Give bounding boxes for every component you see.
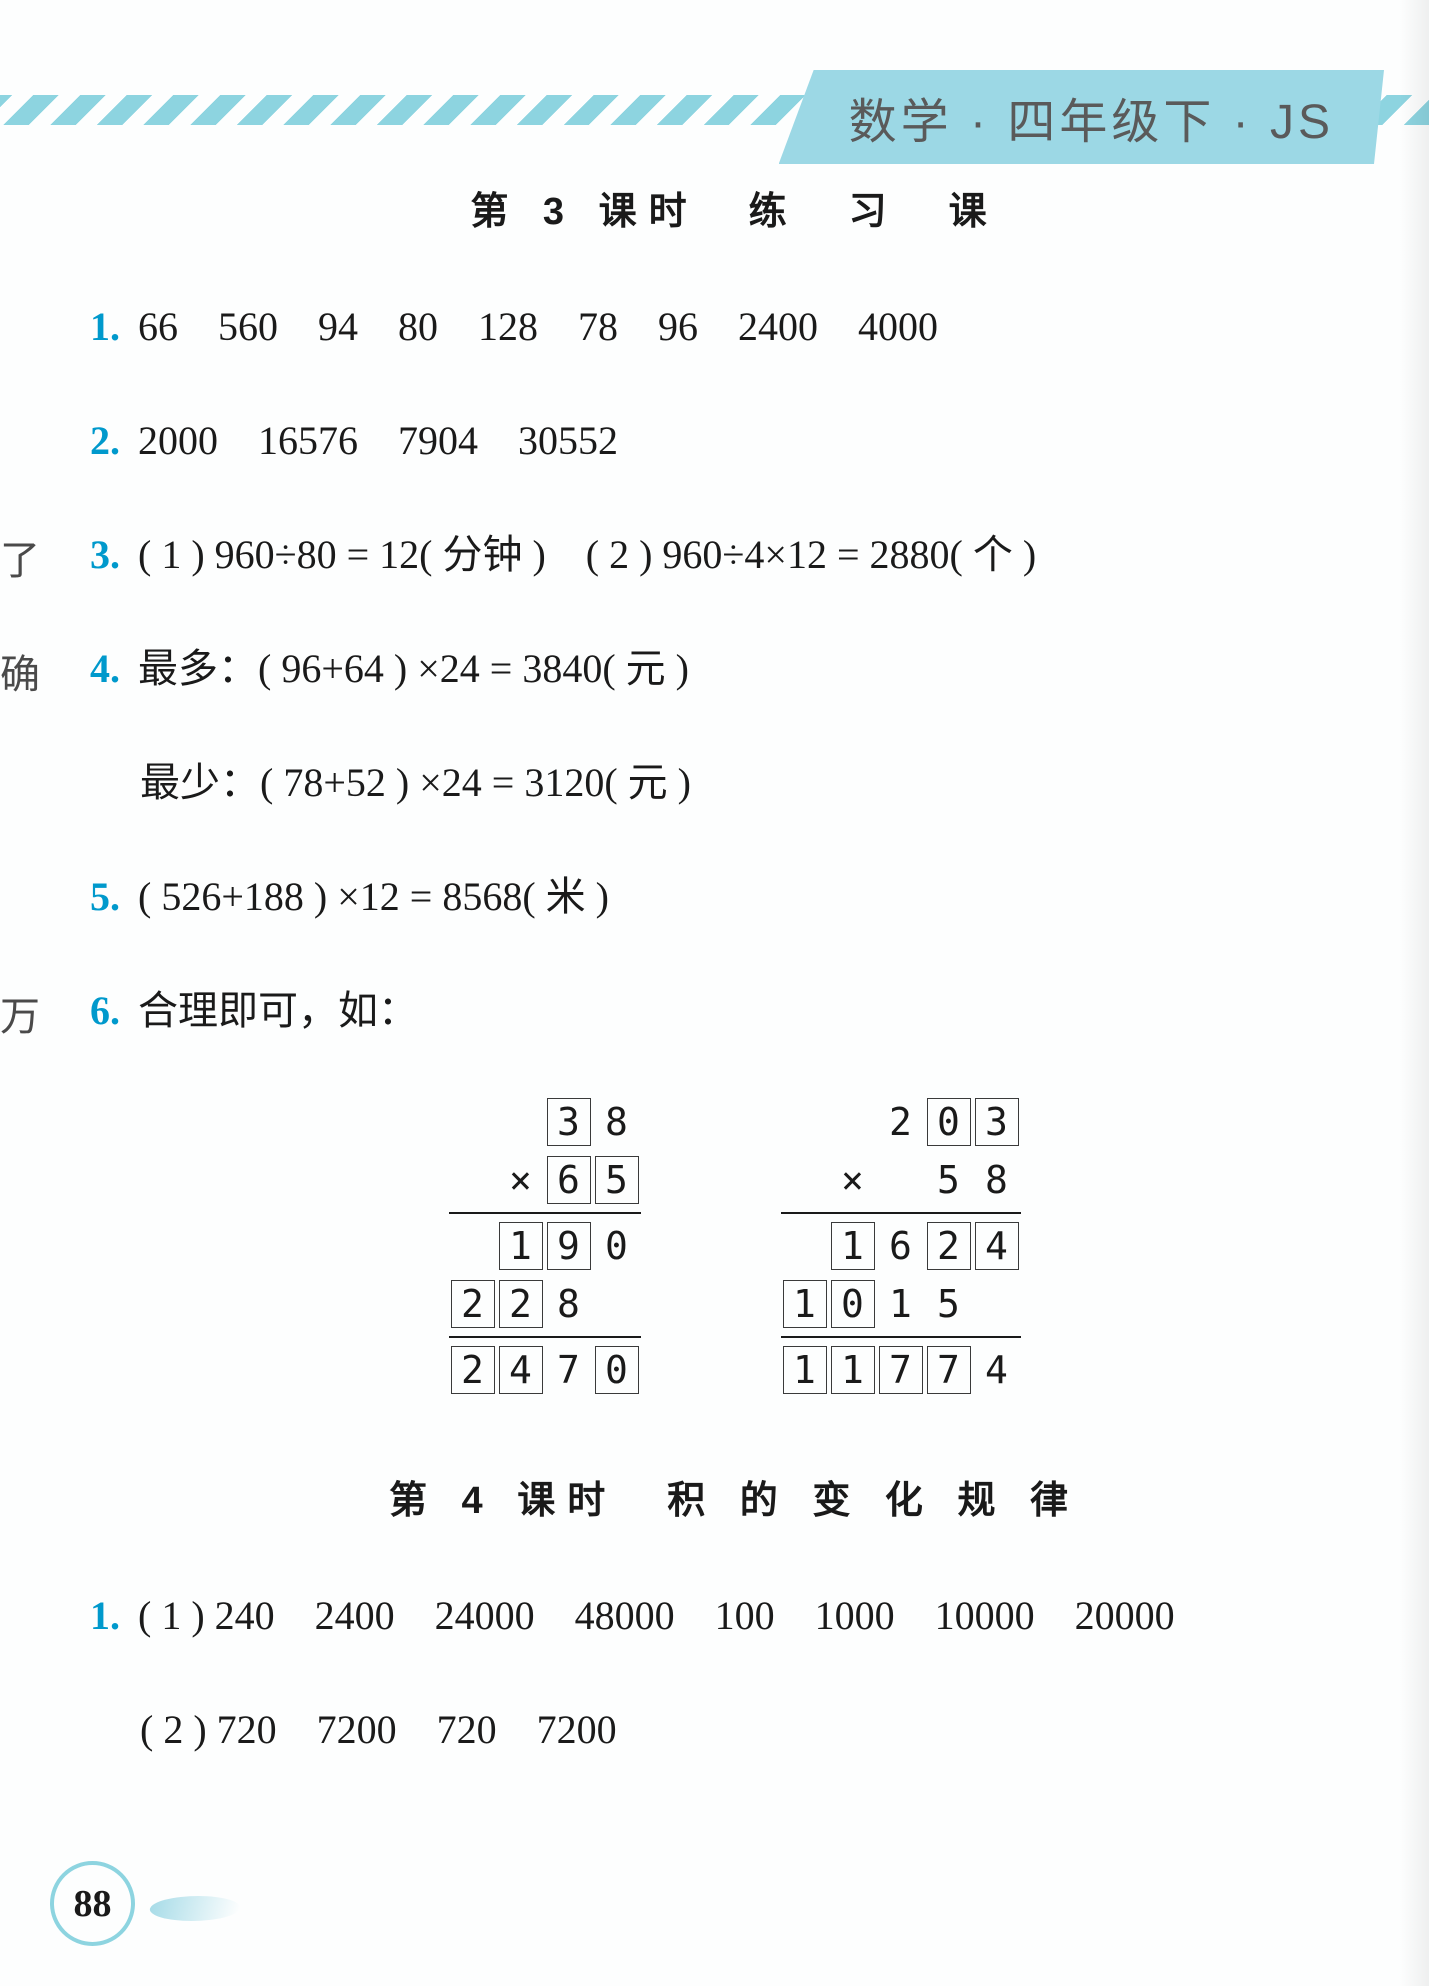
right-shadow: [1399, 0, 1429, 1986]
q6-line: 6. 合理即可，如：: [90, 979, 1379, 1043]
page-number: 88: [50, 1861, 135, 1946]
math-cell: 0: [595, 1346, 639, 1394]
math-cell: 2: [499, 1280, 543, 1328]
math-cell-empty: [451, 1156, 495, 1204]
math-cell: 3: [975, 1098, 1019, 1146]
page-content: 第 3 课时 练 习 课 1. 66 560 94 80 128 78 96 2…: [90, 160, 1379, 1812]
math-cell: 0: [595, 1222, 639, 1270]
q5-line: 5. ( 526+188 ) ×12 = 8568( 米 ): [90, 865, 1379, 929]
math-cell: 8: [547, 1280, 591, 1328]
math-row: 2470: [449, 1341, 641, 1399]
math-cell-empty: [451, 1098, 495, 1146]
math-cell: 1: [831, 1222, 875, 1270]
q1-num: 1.: [90, 304, 120, 349]
math-cell: [975, 1280, 1019, 1328]
q2-line: 2. 2000 16576 7904 30552: [90, 409, 1379, 473]
math-cell: 6: [547, 1156, 591, 1204]
q6-text: 合理即可，如：: [138, 988, 418, 1033]
math-hline: [781, 1212, 1021, 1214]
l4-q1-num: 1.: [90, 1593, 120, 1638]
math-row: 203: [781, 1093, 1021, 1151]
math-cell: ×: [499, 1156, 543, 1204]
math-cell: 4: [975, 1346, 1019, 1394]
math-cell: 1: [783, 1280, 827, 1328]
math-hline: [449, 1212, 641, 1214]
math-row: ×65: [449, 1151, 641, 1209]
lesson4-title: 第 4 课时 积 的 变 化 规 律: [90, 1469, 1379, 1524]
math-row: 1624: [781, 1217, 1021, 1275]
math-cell: 0: [927, 1098, 971, 1146]
margin-text-1: 了: [0, 528, 40, 586]
math-cell: 8: [975, 1156, 1019, 1204]
q3-line: 3. ( 1 ) 960÷80 = 12( 分钟 ) ( 2 ) 960÷4×1…: [90, 523, 1379, 587]
l4-q1-text-a: ( 1 ) 240 2400 24000 48000 100 1000 1000…: [138, 1593, 1175, 1638]
math-cell: 2: [451, 1280, 495, 1328]
l4-q1-text-b: ( 2 ) 720 7200 720 7200: [140, 1707, 617, 1752]
q4-text-a: 最多：( 96+64 ) ×24 = 3840( 元 ): [138, 646, 689, 691]
math-row: 38: [449, 1093, 641, 1151]
math-cell-empty: [451, 1222, 495, 1270]
math-cell: 7: [547, 1346, 591, 1394]
math-cell: 0: [831, 1280, 875, 1328]
math-cell-empty: [499, 1098, 543, 1146]
math-row: 1015: [781, 1275, 1021, 1333]
l4-q1-line-b: ( 2 ) 720 7200 720 7200: [140, 1698, 1379, 1762]
math-row: × 58: [781, 1151, 1021, 1209]
math-cell: 1: [783, 1346, 827, 1394]
q4-line-a: 4. 最多：( 96+64 ) ×24 = 3840( 元 ): [90, 637, 1379, 701]
lesson3-title: 第 3 课时 练 习 课: [90, 180, 1379, 235]
header-badge: 数学 · 四年级下 · JS: [779, 70, 1384, 164]
math-cell-empty: [831, 1098, 875, 1146]
math-cell: 7: [927, 1346, 971, 1394]
q5-num: 5.: [90, 874, 120, 919]
math-cell: 5: [927, 1280, 971, 1328]
q2-num: 2.: [90, 418, 120, 463]
vertical-math-container: 38×651902282470 203×581624101511774: [90, 1093, 1379, 1399]
math-row: 228: [449, 1275, 641, 1333]
math-cell: 1: [831, 1346, 875, 1394]
math-row: 11774: [781, 1341, 1021, 1399]
math-cell: ×: [831, 1156, 875, 1204]
math-cell: 2: [451, 1346, 495, 1394]
math-cell: 3: [547, 1098, 591, 1146]
q3-text: ( 1 ) 960÷80 = 12( 分钟 ) ( 2 ) 960÷4×12 =…: [138, 532, 1036, 577]
math-hline: [449, 1336, 641, 1338]
q5-text: ( 526+188 ) ×12 = 8568( 米 ): [138, 874, 609, 919]
q6-num: 6.: [90, 988, 120, 1033]
q2-text: 2000 16576 7904 30552: [138, 418, 618, 463]
math-cell: [595, 1280, 639, 1328]
math-cell: [879, 1156, 923, 1204]
math-cell: 8: [595, 1098, 639, 1146]
math-cell: 5: [927, 1156, 971, 1204]
math-cell-empty: [783, 1222, 827, 1270]
math-cell: 5: [595, 1156, 639, 1204]
vertical-math-left: 38×651902282470: [449, 1093, 641, 1399]
math-cell: 6: [879, 1222, 923, 1270]
q1-text: 66 560 94 80 128 78 96 2400 4000: [138, 304, 938, 349]
q4-text-b: 最少：( 78+52 ) ×24 = 3120( 元 ): [140, 760, 691, 805]
vertical-math-right: 203×581624101511774: [781, 1093, 1021, 1399]
math-row: 190: [449, 1217, 641, 1275]
math-cell: 7: [879, 1346, 923, 1394]
math-cell-empty: [783, 1156, 827, 1204]
math-cell-empty: [783, 1098, 827, 1146]
q4-line-b: 最少：( 78+52 ) ×24 = 3120( 元 ): [140, 751, 1379, 815]
l4-q1-line-a: 1. ( 1 ) 240 2400 24000 48000 100 1000 1…: [90, 1584, 1379, 1648]
math-cell: 4: [975, 1222, 1019, 1270]
math-cell: 4: [499, 1346, 543, 1394]
math-cell: 2: [927, 1222, 971, 1270]
margin-text-2: 确: [0, 642, 40, 700]
math-hline: [781, 1336, 1021, 1338]
q4-num: 4.: [90, 646, 120, 691]
margin-text-3: 万: [0, 984, 40, 1042]
math-cell: 9: [547, 1222, 591, 1270]
q3-num: 3.: [90, 532, 120, 577]
math-cell: 1: [499, 1222, 543, 1270]
page-wisp: [147, 1896, 244, 1921]
math-cell: 1: [879, 1280, 923, 1328]
math-cell: 2: [879, 1098, 923, 1146]
q1-line: 1. 66 560 94 80 128 78 96 2400 4000: [90, 295, 1379, 359]
